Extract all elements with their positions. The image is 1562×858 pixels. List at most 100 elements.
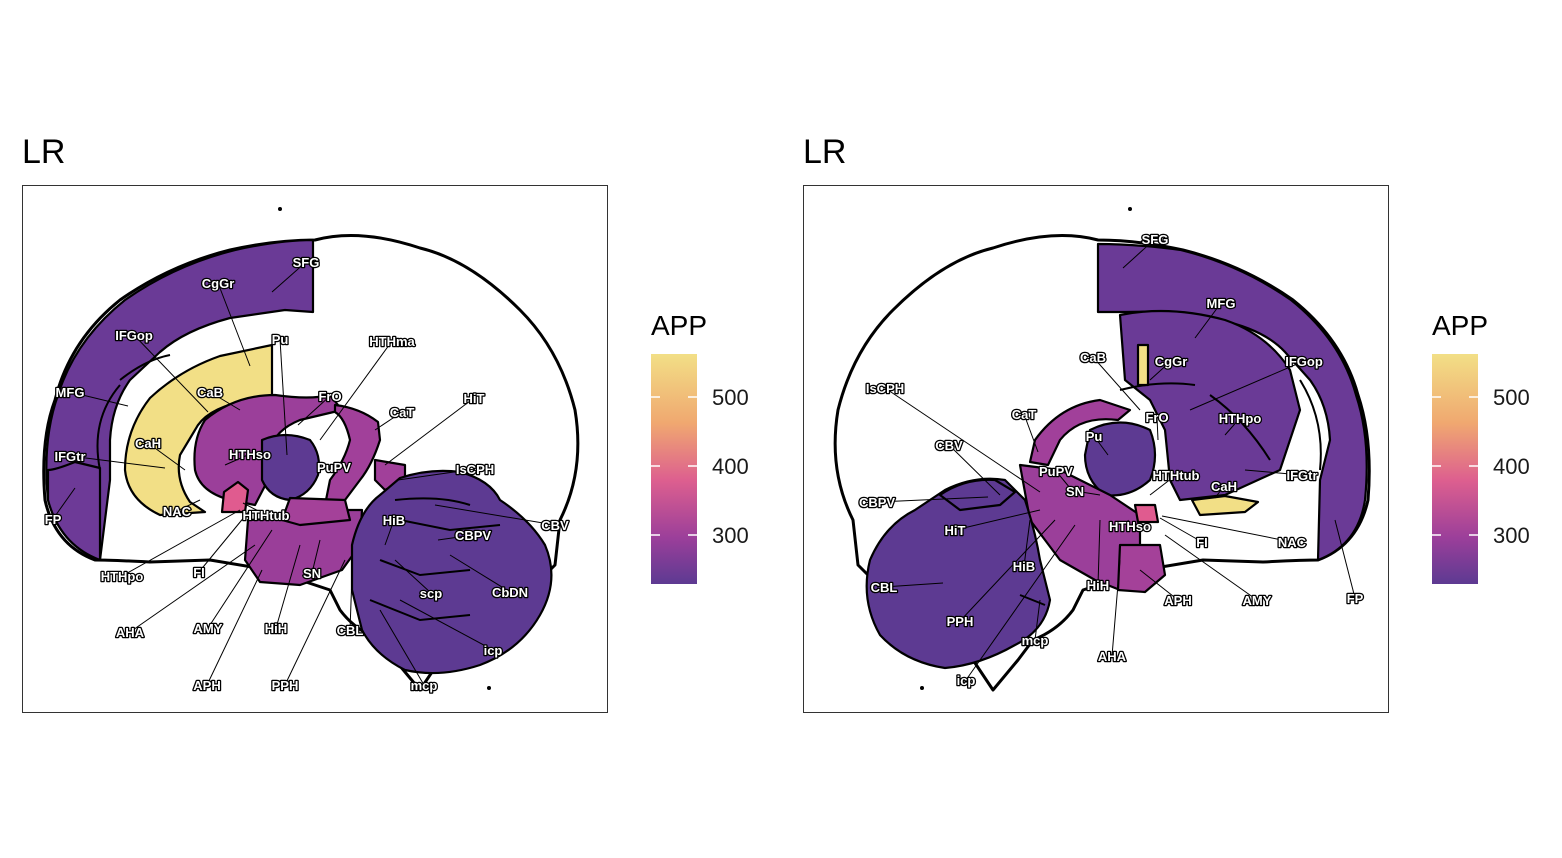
label-CBL: CBL bbox=[871, 580, 898, 595]
label-CBPV: CBPV bbox=[455, 528, 491, 543]
legend-tick-300: 300 bbox=[1493, 523, 1530, 548]
legend-colorbar-left bbox=[651, 354, 697, 584]
label-HiB: HiB bbox=[1013, 559, 1035, 574]
legend-tick-400: 400 bbox=[712, 454, 749, 479]
label-SN: SN bbox=[1066, 484, 1084, 499]
legend-title-left: APP bbox=[651, 310, 708, 341]
region-labels-left: SFG CgGr IFGop Pu HTHma MFG CaB FrO HiT … bbox=[43, 254, 570, 695]
label-FI: FI bbox=[1196, 535, 1208, 550]
label-CaB: CaB bbox=[197, 385, 223, 400]
label-AHA: AHA bbox=[1098, 649, 1127, 664]
legend-tick-500: 500 bbox=[712, 385, 749, 410]
label-IFGtr: IFGtr bbox=[1286, 468, 1317, 483]
label-MFG: MFG bbox=[56, 385, 85, 400]
panel-title-right: LR bbox=[803, 133, 847, 171]
region-Pu[interactable] bbox=[260, 433, 321, 502]
label-NAC: NAC bbox=[1278, 535, 1307, 550]
label-PuPV: PuPV bbox=[317, 460, 351, 475]
label-CaH: CaH bbox=[135, 436, 161, 451]
label-HiH: HiH bbox=[1087, 578, 1109, 593]
label-FrO: FrO bbox=[1145, 410, 1168, 425]
label-CBV: CBV bbox=[935, 438, 963, 453]
label-IsCPH: IsCPH bbox=[866, 381, 904, 396]
leader-lines-left bbox=[52, 261, 556, 686]
label-HiT: HiT bbox=[464, 391, 485, 406]
label-icp: icp bbox=[957, 673, 976, 688]
dot-marker bbox=[278, 207, 282, 211]
leader-lines-right bbox=[876, 238, 1356, 681]
label-AMY: AMY bbox=[194, 621, 223, 636]
label-IsCPH: IsCPH bbox=[456, 462, 494, 477]
region-CaT[interactable] bbox=[1028, 398, 1132, 467]
dot-marker bbox=[1128, 207, 1132, 211]
label-MFG: MFG bbox=[1207, 296, 1236, 311]
label-HTHso: HTHso bbox=[1109, 519, 1151, 534]
label-HTHpo: HTHpo bbox=[101, 569, 144, 584]
label-FP: FP bbox=[45, 512, 62, 527]
label-HTHtub: HTHtub bbox=[1153, 468, 1200, 483]
label-APH: APH bbox=[193, 678, 220, 693]
region-labels-right: SFG MFG CaB CgGr IFGop IsCPH CaT FrO HTH… bbox=[858, 231, 1365, 690]
region-CBV[interactable] bbox=[938, 478, 1017, 512]
label-CaB: CaB bbox=[1080, 350, 1106, 365]
label-CBL: CBL bbox=[337, 623, 364, 638]
label-HiH: HiH bbox=[265, 621, 287, 636]
legend-tick-500: 500 bbox=[1493, 385, 1530, 410]
label-CaT: CaT bbox=[390, 405, 415, 420]
brain-map-left: SFG CgGr IFGop Pu HTHma MFG CaB FrO HiT … bbox=[42, 207, 580, 695]
region-HTHtub[interactable] bbox=[220, 480, 250, 514]
label-NAC: NAC bbox=[163, 504, 192, 519]
label-HTHma: HTHma bbox=[369, 334, 415, 349]
label-PuPV: PuPV bbox=[1039, 464, 1073, 479]
legend-title-right: APP bbox=[1432, 310, 1489, 341]
label-CgGr: CgGr bbox=[1155, 354, 1188, 369]
brain-outline bbox=[42, 234, 580, 692]
label-icp: icp bbox=[484, 643, 503, 658]
panel-title-left: LR bbox=[22, 133, 66, 171]
label-AHA: AHA bbox=[116, 625, 145, 640]
region-mid-ring[interactable] bbox=[280, 496, 352, 527]
label-CbDN: CbDN bbox=[492, 585, 528, 600]
dot-marker bbox=[487, 686, 491, 690]
region-HiT[interactable] bbox=[323, 403, 382, 507]
region-CaB[interactable] bbox=[1136, 343, 1150, 387]
label-SN: SN bbox=[303, 566, 321, 581]
label-IFGtr: IFGtr bbox=[54, 449, 85, 464]
label-mcp: mcp bbox=[1022, 633, 1049, 648]
label-FP: FP bbox=[1347, 591, 1364, 606]
label-AMY: AMY bbox=[1243, 593, 1272, 608]
label-IFGop: IFGop bbox=[115, 328, 153, 343]
label-HiT: HiT bbox=[945, 523, 966, 538]
label-CBPV: CBPV bbox=[859, 495, 895, 510]
label-HiB: HiB bbox=[383, 513, 405, 528]
dot-marker bbox=[920, 686, 924, 690]
legend-colorbar-right bbox=[1432, 354, 1478, 584]
label-HTHpo: HTHpo bbox=[1219, 411, 1262, 426]
label-PPH: PPH bbox=[272, 678, 299, 693]
region-CBL[interactable] bbox=[865, 477, 1052, 670]
label-FrO: FrO bbox=[318, 389, 341, 404]
brain-map-right: SFG MFG CaB CgGr IFGop IsCPH CaT FrO HTH… bbox=[833, 207, 1371, 692]
region-MFG[interactable] bbox=[1118, 309, 1302, 502]
label-CBV: CBV bbox=[541, 518, 569, 533]
label-SFG: SFG bbox=[1142, 232, 1169, 247]
label-APH: APH bbox=[1164, 593, 1191, 608]
legend-tick-300: 300 bbox=[712, 523, 749, 548]
label-Pu: Pu bbox=[272, 332, 289, 347]
label-FI: FI bbox=[193, 565, 205, 580]
region-IFGtr[interactable] bbox=[46, 460, 102, 562]
label-mcp: mcp bbox=[411, 678, 438, 693]
label-PPH: PPH bbox=[947, 614, 974, 629]
label-Pu: Pu bbox=[1086, 429, 1103, 444]
label-HTHtub: HTHtub bbox=[243, 508, 290, 523]
legend-tick-400: 400 bbox=[1493, 454, 1530, 479]
region-SFG[interactable] bbox=[45, 238, 315, 562]
region-Pu[interactable] bbox=[1083, 421, 1157, 497]
region-FI[interactable] bbox=[1133, 503, 1160, 524]
region-APH[interactable] bbox=[1116, 543, 1167, 594]
label-SFG: SFG bbox=[293, 255, 320, 270]
region-CaB[interactable] bbox=[123, 343, 274, 517]
brain-outline bbox=[833, 234, 1371, 692]
region-NAC[interactable] bbox=[1190, 494, 1260, 517]
label-scp: scp bbox=[420, 586, 442, 601]
